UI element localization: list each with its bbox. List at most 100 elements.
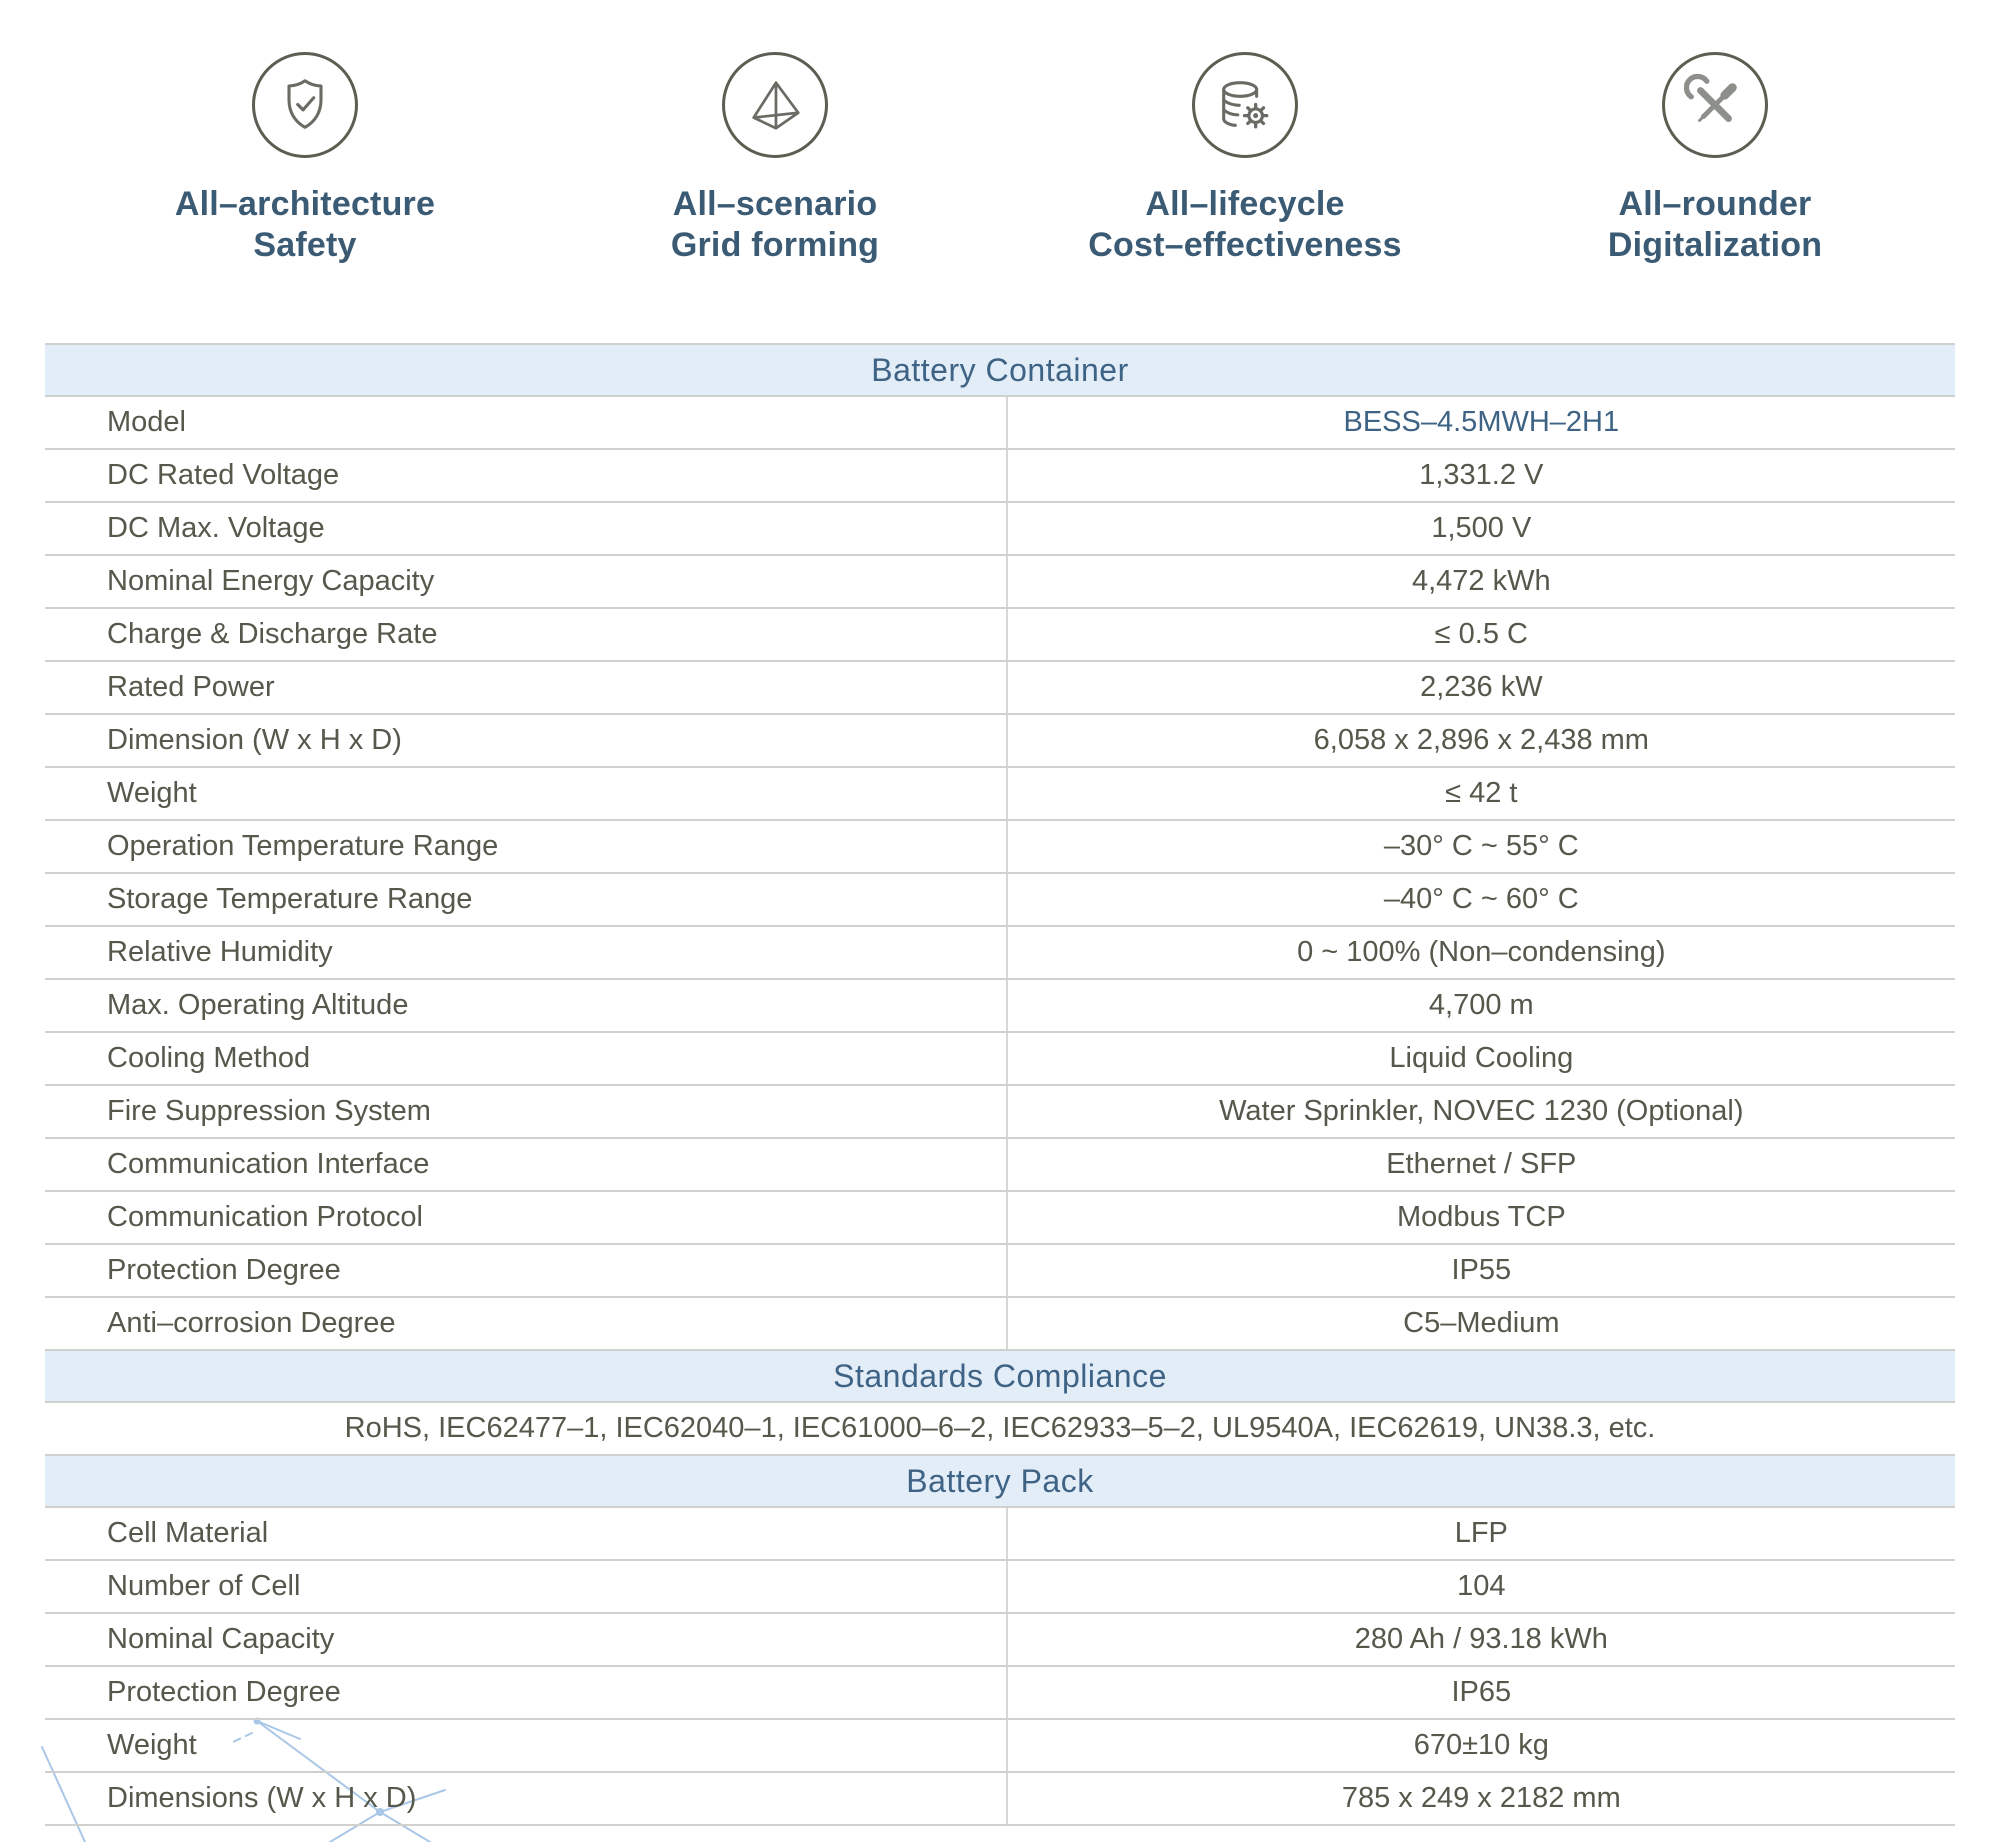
decorative-sketch xyxy=(41,1717,446,1842)
spec-label: Operation Temperature Range xyxy=(45,821,1008,872)
table-row: Communication Interface Ethernet / SFP xyxy=(45,1139,1955,1192)
feature-label-line2: Safety xyxy=(253,226,357,264)
spec-value: 2,236 kW xyxy=(1420,671,1543,703)
table-row: Number of Cell 104 xyxy=(45,1561,1955,1614)
spec-label: Charge & Discharge Rate xyxy=(45,609,1008,660)
spec-value: LFP xyxy=(1454,1517,1508,1549)
spec-label: DC Rated Voltage xyxy=(45,450,1008,501)
spec-label: Storage Temperature Range xyxy=(45,874,1008,925)
spec-label: Dimension (W x H x D) xyxy=(45,715,1008,766)
spec-label: Weight xyxy=(45,1720,1008,1771)
table-row: Operation Temperature Range –30° C ~ 55° … xyxy=(45,821,1955,874)
spec-label: Protection Degree xyxy=(45,1667,1008,1718)
spec-label: Communication Interface xyxy=(45,1139,1008,1190)
table-row: Charge & Discharge Rate ≤ 0.5 C xyxy=(45,609,1955,662)
table-row: Max. Operating Altitude 4,700 m xyxy=(45,980,1955,1033)
table-row: Rated Power 2,236 kW xyxy=(45,662,1955,715)
section-header-battery-container: Battery Container xyxy=(45,345,1955,397)
feature-label-line2: Cost–effectiveness xyxy=(1088,226,1402,264)
spec-value: Ethernet / SFP xyxy=(1386,1148,1577,1180)
feature-label: All–architecture Safety xyxy=(70,184,540,266)
table-row: DC Max. Voltage 1,500 V xyxy=(45,503,1955,556)
table-row: Protection Degree IP65 xyxy=(45,1667,1955,1720)
spec-value: ≤ 0.5 C xyxy=(1434,618,1528,650)
spec-table: Battery Container Model BESS–4.5MWH–2H1 DC … xyxy=(45,343,1955,1826)
table-row: Storage Temperature Range –40° C ~ 60° C xyxy=(45,874,1955,927)
standards-list: RoHS, IEC62477–1, IEC62040–1, IEC61000–6… xyxy=(45,1403,1955,1456)
section-header-battery-pack: Battery Pack xyxy=(45,1456,1955,1508)
spec-value: 4,472 kWh xyxy=(1411,565,1551,597)
spec-label: Cooling Method xyxy=(45,1033,1008,1084)
table-row: Cooling Method Liquid Cooling xyxy=(45,1033,1955,1086)
feature-label: All–rounder Digitalization xyxy=(1480,184,1950,266)
feature-label-line2: Digitalization xyxy=(1607,226,1823,264)
table-row: Dimensions (W x H x D) 785 x 249 x 2182 m… xyxy=(45,1773,1955,1826)
spec-value: 6,058 x 2,896 x 2,438 mm xyxy=(1313,724,1649,756)
spec-value: IP65 xyxy=(1451,1676,1512,1708)
table-row: Fire Suppression System Water Sprinkler, … xyxy=(45,1086,1955,1139)
table-row: Protection Degree IP55 xyxy=(45,1245,1955,1298)
spec-value: 1,331.2 V xyxy=(1419,459,1544,491)
feature-label-line1: All–scenario xyxy=(672,185,878,223)
section-header-standards-compliance: Standards Compliance xyxy=(45,1351,1955,1403)
spec-label: Number of Cell xyxy=(45,1561,1008,1612)
feature-highlights: All–architecture Safety All–scenario Gri… xyxy=(70,52,1950,266)
spec-label: Protection Degree xyxy=(45,1245,1008,1296)
spec-value: IP55 xyxy=(1451,1254,1512,1286)
feature-label: All–scenario Grid forming xyxy=(540,184,1010,266)
database-gear-icon xyxy=(1192,52,1298,158)
spec-value: 670±10 kg xyxy=(1413,1729,1549,1761)
spec-label: Relative Humidity xyxy=(45,927,1008,978)
feature-all-lifecycle-cost-effectiveness: All–lifecycle Cost–effectiveness xyxy=(1010,52,1480,266)
table-row: DC Rated Voltage 1,331.2 V xyxy=(45,450,1955,503)
feature-label-line1: All–lifecycle xyxy=(1145,185,1345,223)
table-row: Weight ≤ 42 t xyxy=(45,768,1955,821)
table-row: Nominal Energy Capacity 4,472 kWh xyxy=(45,556,1955,609)
spec-value: Water Sprinkler, NOVEC 1230 (Optional) xyxy=(1219,1095,1744,1127)
spec-value: 4,700 m xyxy=(1428,989,1534,1021)
spec-label: Dimensions (W x H x D) xyxy=(45,1773,1008,1824)
spec-label: Anti–corrosion Degree xyxy=(45,1298,1008,1349)
spec-value: 1,500 V xyxy=(1431,512,1532,544)
spec-value: 104 xyxy=(1457,1570,1506,1602)
shield-check-icon xyxy=(252,52,358,158)
spec-value: BESS–4.5MWH–2H1 xyxy=(1343,406,1620,438)
spec-value: Liquid Cooling xyxy=(1389,1042,1574,1074)
spec-label: DC Max. Voltage xyxy=(45,503,1008,554)
table-row: Nominal Capacity 280 Ah / 93.18 kWh xyxy=(45,1614,1955,1667)
spec-value: –40° C ~ 60° C xyxy=(1383,883,1579,915)
spec-value: –30° C ~ 55° C xyxy=(1383,830,1579,862)
spec-value: 280 Ah / 93.18 kWh xyxy=(1354,1623,1608,1655)
spec-value: C5–Medium xyxy=(1403,1307,1560,1339)
spec-label: Max. Operating Altitude xyxy=(45,980,1008,1031)
spec-value: Modbus TCP xyxy=(1396,1201,1566,1233)
table-row: Communication Protocol Modbus TCP xyxy=(45,1192,1955,1245)
feature-all-architecture-safety: All–architecture Safety xyxy=(70,52,540,266)
table-row: Relative Humidity 0 ~ 100% (Non–condensin… xyxy=(45,927,1955,980)
feature-label-line1: All–architecture xyxy=(174,185,436,223)
table-row: Dimension (W x H x D) 6,058 x 2,896 x 2,4… xyxy=(45,715,1955,768)
spec-label: Rated Power xyxy=(45,662,1008,713)
feature-label: All–lifecycle Cost–effectiveness xyxy=(1010,184,1480,266)
feature-all-rounder-digitalization: All–rounder Digitalization xyxy=(1480,52,1950,266)
tetrahedron-icon xyxy=(722,52,828,158)
feature-all-scenario-grid-forming: All–scenario Grid forming xyxy=(540,52,1010,266)
spec-value: ≤ 42 t xyxy=(1445,777,1518,809)
spec-label: Fire Suppression System xyxy=(45,1086,1008,1137)
spec-label: Model xyxy=(45,397,1008,448)
table-row: Cell Material LFP xyxy=(45,1508,1955,1561)
table-row: Weight 670±10 kg xyxy=(45,1720,1955,1773)
spec-label: Communication Protocol xyxy=(45,1192,1008,1243)
feature-label-line1: All–rounder xyxy=(1618,185,1812,223)
spec-label: Nominal Capacity xyxy=(45,1614,1008,1665)
table-row: Anti–corrosion Degree C5–Medium xyxy=(45,1298,1955,1351)
table-row: Model BESS–4.5MWH–2H1 xyxy=(45,397,1955,450)
spec-value: 785 x 249 x 2182 mm xyxy=(1341,1782,1621,1814)
spec-label: Nominal Energy Capacity xyxy=(45,556,1008,607)
tools-icon xyxy=(1662,52,1768,158)
spec-label: Cell Material xyxy=(45,1508,1008,1559)
spec-value: 0 ~ 100% (Non–condensing) xyxy=(1297,936,1666,968)
spec-label: Weight xyxy=(45,768,1008,819)
feature-label-line2: Grid forming xyxy=(670,226,880,264)
